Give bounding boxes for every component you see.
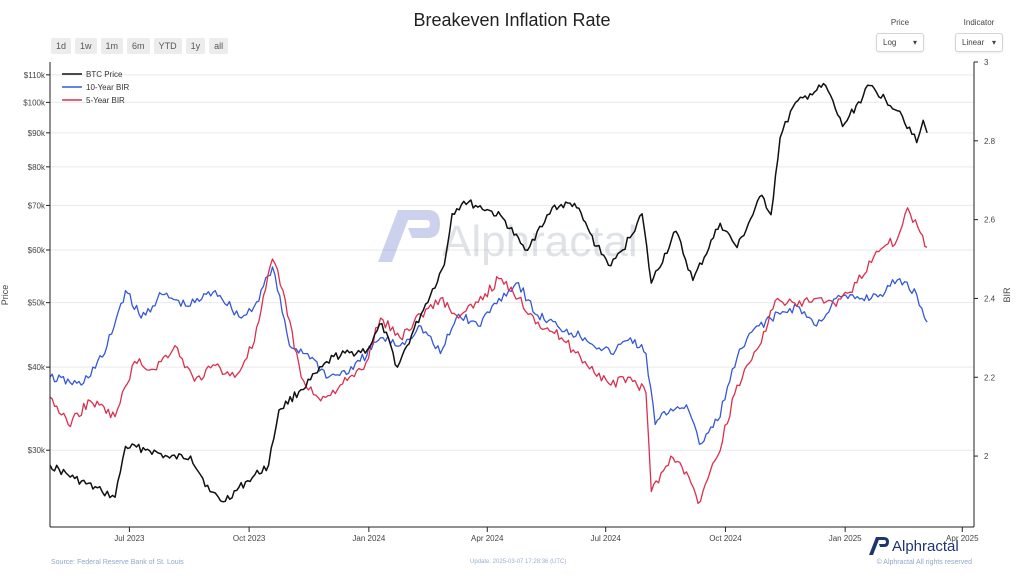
x-tick-label: Oct 2023 (233, 534, 266, 543)
brand-logo: Alphractal (868, 536, 959, 556)
legend: BTC Price 10-Year BIR 5-Year BIR (62, 70, 130, 105)
y-axis-right-title: BIR (1002, 287, 1012, 303)
indicator-scale-control: Indicator Linear ▾ (955, 18, 1003, 52)
y-left-tick-label: $90k (28, 129, 46, 138)
price-scale-label: Price (890, 18, 910, 27)
legend-label-5y[interactable]: 5-Year BIR (86, 96, 125, 105)
y-left-tick-label: $50k (28, 299, 46, 308)
caret-down-icon: ▾ (912, 38, 917, 47)
y-right-tick-label: 2.8 (984, 137, 996, 146)
y-right-tick-label: 3 (984, 58, 989, 67)
y-right-tick-label: 2.2 (984, 373, 996, 382)
price-scale-select[interactable]: Log ▾ (876, 33, 924, 52)
indicator-scale-select[interactable]: Linear ▾ (955, 33, 1003, 52)
update-timestamp: Update: 2025-03-07 17:28:36 (UTC) (470, 559, 567, 565)
y-axis-left-title: Price (0, 285, 10, 306)
series-line-10y-bir (49, 266, 928, 445)
grid-lines (50, 74, 974, 451)
indicator-scale-label: Indicator (963, 18, 995, 27)
y-left-tick-label: $100k (23, 98, 46, 107)
y-left-tick-label: $60k (28, 246, 46, 255)
y-left-tick-label: $80k (28, 163, 46, 172)
series-line-5y-bir (49, 207, 928, 505)
x-tick-label: Apr 2024 (471, 534, 504, 543)
y-left-tick-label: $70k (28, 201, 46, 210)
source-note: Source: Federal Reserve Bank of St. Loui… (51, 559, 184, 566)
range-button-1m[interactable]: 1m (100, 38, 124, 54)
range-button-1y[interactable]: 1y (185, 38, 206, 54)
caret-down-icon: ▾ (991, 38, 996, 47)
indicator-scale-value: Linear (962, 38, 985, 47)
series-line-btc-price (49, 82, 928, 503)
y-left-tick-label: $30k (28, 446, 46, 455)
range-button-all[interactable]: all (209, 38, 229, 54)
y-right-tick-label: 2 (984, 452, 989, 461)
logo-text: Alphractal (892, 537, 959, 555)
series-lines (49, 82, 928, 505)
x-tick-label: Jan 2024 (352, 534, 385, 543)
legend-label-10y[interactable]: 10-Year BIR (86, 83, 130, 92)
y-left-tick-label: $40k (28, 363, 46, 372)
x-tick-label: Jul 2024 (591, 534, 622, 543)
axis-ticks: $30k $40k $50k $60k $70k $80k $90k $100k $110k 2 2… (23, 58, 995, 543)
x-tick-label: Oct 2024 (709, 534, 742, 543)
range-button-ytd[interactable]: YTD (153, 38, 182, 54)
legend-label-btc[interactable]: BTC Price (86, 70, 123, 79)
price-scale-control: Price Log ▾ (876, 18, 924, 52)
y-left-tick-label: $110k (24, 71, 46, 80)
watermark-text: Alphractal (442, 217, 638, 266)
range-button-1d[interactable]: 1d (51, 38, 72, 54)
range-selector: 1d 1w 1m 6m YTD 1y all (51, 38, 229, 54)
watermark-logo-icon (378, 210, 440, 262)
chart-title: Breakeven Inflation Rate (413, 10, 611, 30)
x-tick-label: Jan 2025 (829, 534, 862, 543)
y-right-tick-label: 2.4 (984, 294, 996, 303)
y-right-tick-label: 2.6 (984, 216, 996, 225)
watermark: Alphractal (378, 210, 638, 266)
copyright-note: © Alphractal All rights reserved (876, 559, 972, 566)
price-scale-value: Log (883, 38, 897, 47)
range-button-6m[interactable]: 6m (127, 38, 150, 54)
alphractal-logo-icon (869, 537, 889, 555)
x-tick-label: Apr 2025 (946, 534, 979, 543)
x-tick-label: Jul 2023 (114, 534, 145, 543)
range-button-1w[interactable]: 1w (75, 38, 97, 54)
